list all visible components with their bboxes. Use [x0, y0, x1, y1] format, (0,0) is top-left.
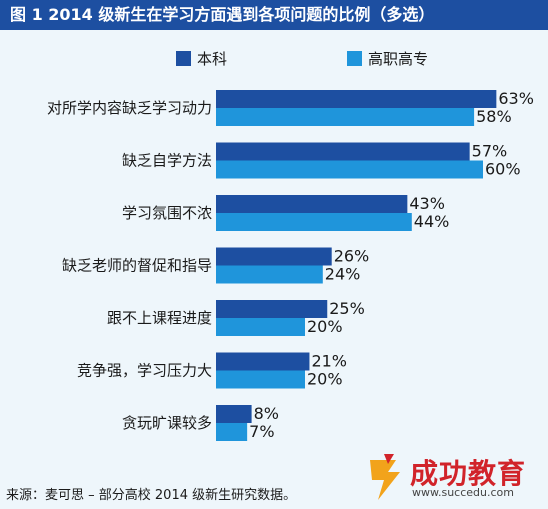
data-label: 43%: [409, 194, 445, 213]
brand-logo: 成功教育 www.succedu.com: [364, 450, 544, 506]
data-label: 20%: [307, 317, 343, 336]
bar-series-2: [216, 108, 475, 126]
legend-swatch-series-1: [176, 51, 191, 66]
bar-series-1: [216, 195, 408, 213]
source-note: 来源：麦可思 – 部分高校 2014 级新生研究数据。: [6, 488, 297, 503]
category-label: 对所学内容缺乏学习动力: [47, 99, 212, 117]
legend: 本科 高职高专: [176, 48, 548, 69]
data-label: 21%: [311, 352, 347, 371]
category-label: 缺乏自学方法: [122, 152, 212, 170]
data-label: 63%: [498, 89, 534, 108]
bar-series-1: [216, 405, 252, 423]
legend-swatch-series-2: [347, 51, 362, 66]
data-label: 26%: [334, 247, 370, 266]
bar-series-2: [216, 318, 305, 336]
chart-title: 图 1 2014 级新生在学习方面遇到各项问题的比例（多选）: [0, 0, 548, 30]
data-label: 57%: [472, 142, 508, 161]
logo-name: 成功教育: [410, 457, 527, 490]
category-label: 跟不上课程进度: [107, 309, 212, 327]
bar-series-2: [216, 213, 412, 231]
bar-series-1: [216, 247, 332, 266]
bar-series-1: [216, 142, 470, 161]
bar-series-1: [216, 300, 328, 318]
bar-series-1: [216, 90, 497, 108]
category-label: 竞争强，学习压力大: [77, 362, 212, 380]
legend-item-series-2: 高职高专: [347, 48, 428, 69]
data-label: 8%: [254, 404, 279, 423]
legend-item-series-1: 本科: [176, 48, 227, 69]
bar-series-2: [216, 370, 305, 389]
bar-series-2: [216, 160, 483, 179]
bar-series-2: [216, 423, 248, 441]
category-label: 学习氛围不浓: [122, 204, 212, 222]
bar-series-1: [216, 352, 310, 371]
category-label: 缺乏老师的督促和指导: [62, 257, 212, 275]
data-label: 7%: [249, 422, 274, 441]
bar-series-2: [216, 265, 323, 284]
logo-url: www.succedu.com: [412, 486, 514, 499]
category-label: 贪玩旷课较多: [122, 414, 212, 432]
data-label: 44%: [414, 212, 450, 231]
legend-label-series-2: 高职高专: [368, 50, 429, 68]
data-label: 60%: [485, 160, 521, 179]
legend-label-series-1: 本科: [197, 50, 228, 68]
data-label: 20%: [307, 370, 343, 389]
logo-mark-icon: [370, 454, 400, 500]
data-label: 24%: [325, 265, 361, 284]
data-label: 25%: [329, 299, 365, 318]
data-label: 58%: [476, 107, 512, 126]
